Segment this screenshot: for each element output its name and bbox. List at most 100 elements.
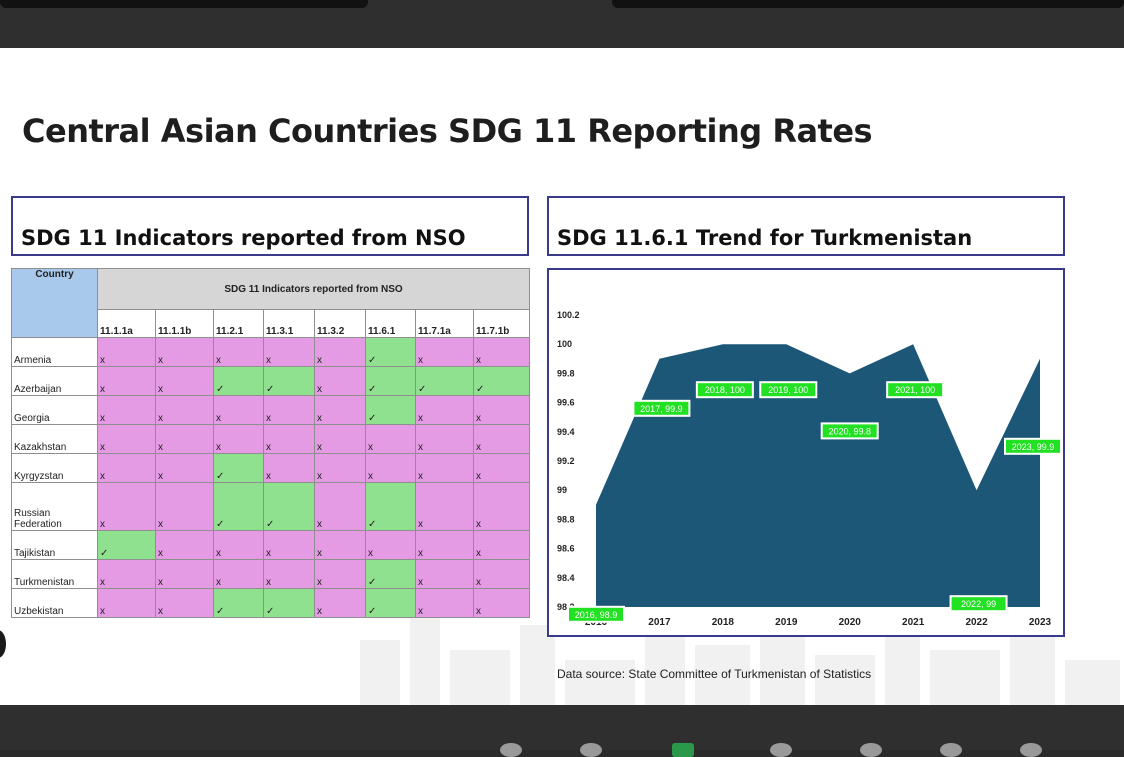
not-reported-cell: x: [213, 559, 264, 589]
y-tick-label: 98.4: [557, 573, 575, 583]
x-tick-label: 2018: [712, 617, 735, 628]
data-label-text: 2020, 99.8: [828, 426, 871, 436]
x-tick-label: 2021: [902, 617, 925, 628]
reported-cell: ✓: [473, 366, 530, 396]
not-reported-cell: x: [155, 530, 214, 560]
not-reported-cell: x: [155, 588, 214, 618]
not-reported-cell: x: [473, 395, 530, 425]
reported-cell: ✓: [263, 366, 315, 396]
table-row: Kazakhstan x x x x x x x x: [11, 424, 530, 454]
not-reported-cell: x: [473, 482, 530, 531]
data-label-box: [949, 595, 1008, 613]
x-tick-label: 2017: [648, 617, 671, 628]
y-tick-label: 100.2: [557, 310, 580, 320]
y-tick-label: 99.4: [557, 427, 575, 437]
data-label-box: [567, 605, 625, 623]
table-row: Turkmenistan x x x x x ✓ x x: [11, 559, 530, 589]
country-name-cell: Russian Federation: [11, 482, 98, 531]
country-name-cell: Azerbaijan: [11, 366, 98, 396]
table-row: Kyrgyzstan x x ✓ x x x x x: [11, 453, 530, 483]
not-reported-cell: x: [155, 424, 214, 454]
indicator-code-row: 11.1.1a 11.1.1b 11.2.1 11.3.1 11.3.2 11.6.1 11…: [12, 309, 530, 338]
not-reported-cell: x: [97, 559, 156, 589]
data-label-text: 2022, 99: [961, 599, 996, 609]
data-label-text: 2023, 99.9: [1012, 442, 1055, 452]
data-label-text: 2016, 98.9: [575, 610, 618, 620]
trend-area-chart: 98.2 98.4 98.6 98.8 99 99.2 99.4 99.6 99.8 100 100…: [557, 310, 1062, 628]
y-tick-label: 98.8: [557, 514, 575, 524]
not-reported-cell: x: [97, 482, 156, 531]
not-reported-cell: x: [263, 337, 315, 367]
not-reported-cell: x: [97, 366, 156, 396]
data-label-box: [632, 399, 691, 417]
not-reported-cell: x: [213, 395, 264, 425]
not-reported-cell: x: [155, 559, 214, 589]
y-tick-label: 98.2: [557, 602, 575, 612]
not-reported-cell: x: [263, 424, 315, 454]
reported-cell: ✓: [213, 366, 264, 396]
data-label: 2019, 100: [759, 381, 818, 399]
indicator-code-header: 11.1.1a: [97, 309, 156, 338]
control-button-1[interactable]: [500, 743, 522, 757]
data-label-text: 2017, 99.9: [640, 404, 683, 414]
x-tick-label: 2023: [1029, 617, 1052, 628]
reported-cell: ✓: [213, 482, 264, 531]
meeting-controls-bar: [0, 705, 1124, 757]
control-button-5[interactable]: [860, 743, 882, 757]
table-row: Russian Federation x x ✓ ✓ x ✓ x x: [11, 482, 530, 531]
country-name-cell: Georgia: [11, 395, 98, 425]
reported-cell: ✓: [213, 588, 264, 618]
y-tick-label: 100: [557, 339, 572, 349]
x-tick-label: 2020: [839, 617, 862, 628]
table-row: Georgia x x x x x ✓ x x: [11, 395, 530, 425]
reported-cell: ✓: [365, 559, 416, 589]
reported-cell: ✓: [415, 366, 474, 396]
indicator-code-header: 11.3.2: [314, 309, 366, 338]
indicator-code-header: 11.2.1: [213, 309, 264, 338]
not-reported-cell: x: [155, 337, 214, 367]
not-reported-cell: x: [213, 530, 264, 560]
x-tick-label: 2019: [775, 617, 798, 628]
country-name-cell: Turkmenistan: [11, 559, 98, 589]
not-reported-cell: x: [155, 482, 214, 531]
not-reported-cell: x: [415, 530, 474, 560]
data-label-text: 2018, 100: [705, 385, 745, 395]
not-reported-cell: x: [155, 395, 214, 425]
not-reported-cell: x: [314, 559, 366, 589]
slide-title: Central Asian Countries SDG 11 Reporting…: [22, 112, 873, 150]
x-tick-label: 2022: [965, 617, 988, 628]
not-reported-cell: x: [155, 366, 214, 396]
data-label: 2020, 99.8: [820, 422, 879, 440]
not-reported-cell: x: [473, 424, 530, 454]
not-reported-cell: x: [415, 559, 474, 589]
data-label-box: [820, 422, 879, 440]
not-reported-cell: x: [97, 453, 156, 483]
table-row: Azerbaijan x x ✓ ✓ x ✓ ✓ ✓: [11, 366, 530, 396]
control-button-3[interactable]: [672, 743, 694, 757]
not-reported-cell: x: [213, 424, 264, 454]
table-row: Uzbekistan x x ✓ ✓ x ✓ x x: [11, 588, 530, 618]
not-reported-cell: x: [314, 366, 366, 396]
table-panel-heading-text: SDG 11 Indicators reported from NSO: [21, 226, 466, 250]
reported-cell: ✓: [365, 366, 416, 396]
indicator-code-header: 11.6.1: [365, 309, 416, 338]
country-name-cell: Armenia: [11, 337, 98, 367]
y-tick-label: 99.8: [557, 368, 575, 378]
indicator-code-header: 11.1.1b: [155, 309, 214, 338]
data-label-box: [1004, 437, 1062, 455]
not-reported-cell: x: [155, 453, 214, 483]
data-label: 2018, 100: [695, 381, 754, 399]
control-button-4[interactable]: [770, 743, 792, 757]
control-button-7[interactable]: [1020, 743, 1042, 757]
country-column-header: Country: [11, 268, 98, 338]
reported-cell: ✓: [365, 337, 416, 367]
not-reported-cell: x: [473, 337, 530, 367]
not-reported-cell: x: [213, 337, 264, 367]
data-label-text: 2021, 100: [895, 385, 935, 395]
control-button-2[interactable]: [580, 743, 602, 757]
control-button-6[interactable]: [940, 743, 962, 757]
not-reported-cell: x: [97, 337, 156, 367]
table-panel-heading: SDG 11 Indicators reported from NSO: [11, 196, 529, 256]
not-reported-cell: x: [97, 424, 156, 454]
not-reported-cell: x: [314, 588, 366, 618]
